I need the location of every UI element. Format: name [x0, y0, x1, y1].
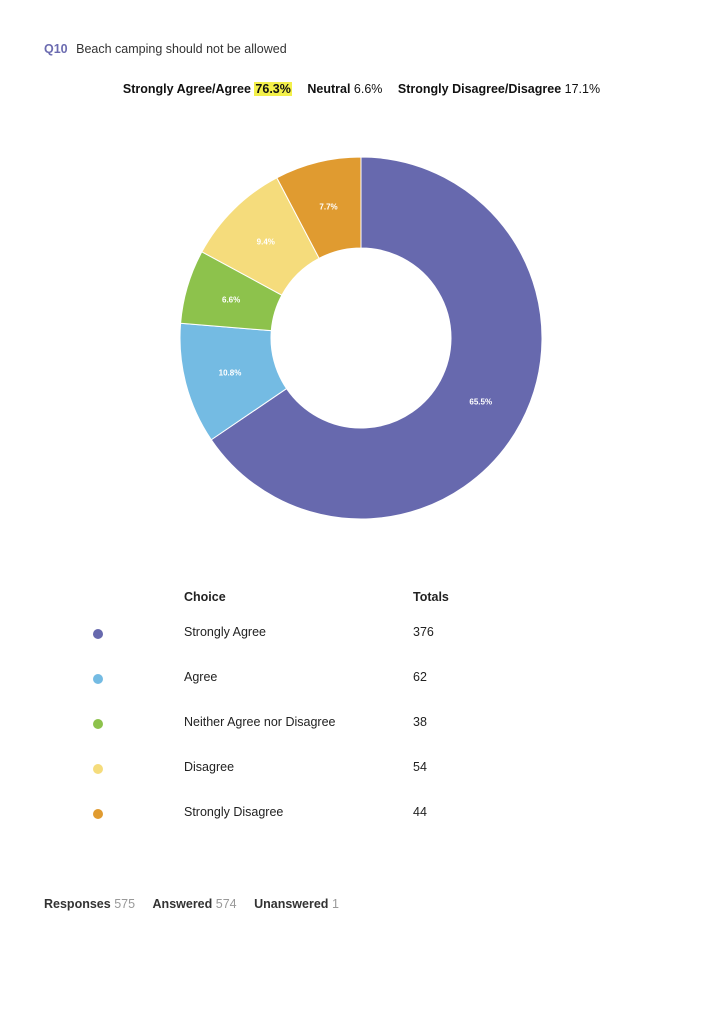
unanswered-label: Unanswered	[254, 897, 329, 911]
summary-neutral-label: Neutral	[307, 82, 351, 96]
summary-agree: Strongly Agree/Agree 76.3%	[123, 82, 295, 96]
table-row: Neither Agree nor Disagree 38	[0, 715, 723, 735]
summary-agree-label: Strongly Agree/Agree	[122, 82, 251, 96]
row-choice: Neither Agree nor Disagree	[184, 715, 336, 729]
donut-slice-strongly-disagree	[276, 156, 362, 260]
header-totals: Totals	[413, 590, 449, 604]
legend-dot	[93, 629, 103, 639]
row-total: 44	[413, 805, 427, 819]
table-row: Strongly Disagree 44	[0, 805, 723, 825]
slice-label: 65.5%	[469, 397, 492, 406]
slice-label: 7.7%	[319, 202, 337, 211]
answered-value: 574	[215, 897, 237, 911]
slice-label: 10.8%	[219, 369, 242, 378]
table-row: Disagree 54	[0, 760, 723, 780]
unanswered-value: 1	[331, 897, 339, 911]
question-heading: Q10 Beach camping should not be allowed	[44, 42, 287, 56]
row-choice: Strongly Disagree	[184, 805, 284, 819]
slice-label: 9.4%	[257, 238, 275, 247]
legend-dot	[93, 674, 103, 684]
summary-agree-value: 76.3%	[254, 82, 292, 96]
summary-neutral-value: 6.6%	[353, 82, 383, 96]
donut-slice-strongly-agree	[210, 156, 543, 520]
summary-disagree-value: 17.1%	[564, 82, 601, 96]
question-number: Q10	[44, 42, 68, 56]
row-choice: Disagree	[184, 760, 235, 774]
legend-dot	[93, 809, 103, 819]
summary-line: Strongly Agree/Agree 76.3% Neutral 6.6% …	[0, 82, 723, 96]
table-row: Strongly Agree 376	[0, 625, 723, 645]
row-total: 54	[413, 760, 427, 774]
question-text: Beach camping should not be allowed	[76, 42, 287, 56]
row-total: 38	[413, 715, 427, 729]
legend-dot	[93, 719, 103, 729]
responses-label: Responses	[44, 897, 111, 911]
answered-label: Answered	[152, 897, 213, 911]
slice-label: 6.6%	[222, 295, 240, 304]
responses-value: 575	[114, 897, 136, 911]
legend-dot	[93, 764, 103, 774]
summary-neutral: Neutral 6.6%	[307, 82, 386, 96]
response-stats: Responses 575 Answered 574 Unanswered 1	[44, 897, 353, 911]
summary-disagree: Strongly Disagree/Disagree 17.1%	[398, 82, 600, 96]
table-row: Agree 62	[0, 670, 723, 690]
row-choice: Agree	[184, 670, 218, 684]
row-total: 62	[413, 670, 427, 684]
donut-chart: 65.5% 10.8% 6.6% 9.4% 7.7%	[179, 156, 543, 520]
row-total: 376	[413, 625, 434, 639]
row-choice: Strongly Agree	[184, 625, 266, 639]
header-choice: Choice	[184, 590, 226, 604]
summary-disagree-label: Strongly Disagree/Disagree	[397, 82, 562, 96]
